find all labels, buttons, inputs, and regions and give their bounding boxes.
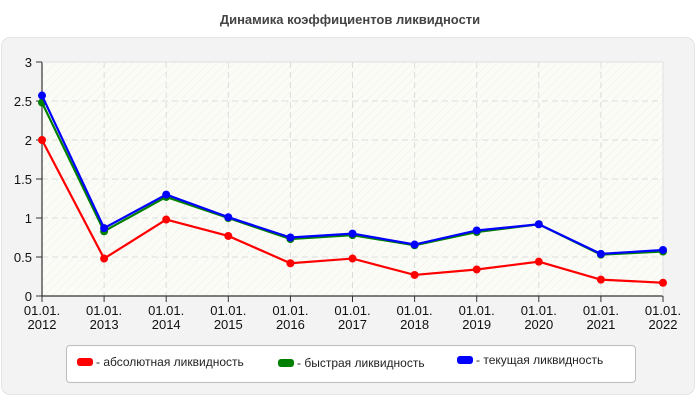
- x-tick-label: 2017: [338, 317, 367, 332]
- data-point: [472, 226, 481, 235]
- x-tick-label: 01.01.: [397, 303, 433, 318]
- data-point: [162, 215, 171, 224]
- x-tick-label: 01.01.: [583, 303, 619, 318]
- legend-label: - быстрая ликвидность: [297, 356, 425, 370]
- x-tick-label: 2018: [400, 317, 429, 332]
- x-tick-label: 01.01.: [86, 303, 122, 318]
- x-tick-label: 01.01.: [210, 303, 246, 318]
- y-tick-label: 1: [25, 211, 32, 226]
- legend-item-quick: - быстрая ликвидность: [278, 356, 425, 370]
- x-tick-label: 2015: [214, 317, 243, 332]
- y-tick-label: 2: [25, 133, 32, 148]
- x-tick-label: 2019: [462, 317, 491, 332]
- chart-title: Динамика коэффициентов ликвидности: [219, 12, 481, 27]
- data-point: [596, 275, 605, 284]
- x-tick-label: 2013: [90, 317, 119, 332]
- y-tick-label: 1.5: [14, 172, 32, 187]
- x-tick-label: 01.01.: [459, 303, 495, 318]
- x-tick-label: 2021: [586, 317, 615, 332]
- data-point: [348, 254, 357, 263]
- legend: - абсолютная ликвидность - быстрая ликви…: [66, 345, 636, 383]
- data-point: [286, 233, 295, 242]
- x-tick-label: 01.01.: [645, 303, 681, 318]
- data-point: [659, 245, 667, 254]
- series-lines: [38, 91, 667, 287]
- x-tick-label: 01.01.: [272, 303, 308, 318]
- x-tick-label: 01.01.: [148, 303, 184, 318]
- data-point: [534, 220, 543, 229]
- data-point: [410, 240, 419, 249]
- data-point: [286, 259, 295, 268]
- data-point: [596, 249, 605, 258]
- y-tick-label: 0.5: [14, 250, 32, 265]
- legend-label: - текущая ликвидность: [476, 353, 604, 367]
- data-point: [659, 278, 667, 287]
- data-point: [224, 231, 233, 240]
- x-tick-label: 2022: [649, 317, 678, 332]
- y-tick-label: 3: [25, 55, 32, 70]
- x-tick-label: 01.01.: [521, 303, 557, 318]
- data-point: [534, 257, 543, 266]
- data-point: [162, 190, 171, 199]
- x-tick-label: 01.01.: [24, 303, 60, 318]
- legend-swatch-blue: [457, 356, 473, 364]
- x-tick-label: 2014: [152, 317, 181, 332]
- legend-item-current: - текущая ликвидность: [457, 353, 603, 367]
- x-tick-label: 2016: [276, 317, 305, 332]
- x-tick-label: 2012: [28, 317, 57, 332]
- legend-label: - абсолютная ликвидность: [96, 355, 244, 369]
- y-tick-label: 0: [25, 289, 32, 304]
- data-point: [348, 229, 357, 238]
- legend-swatch-green: [278, 359, 294, 367]
- data-point: [224, 213, 233, 222]
- data-point: [472, 265, 481, 274]
- x-tick-label: 2020: [524, 317, 553, 332]
- axes: 00.511.522.5301.01.201201.01.201301.01.2…: [14, 55, 681, 332]
- data-point: [38, 136, 46, 144]
- x-tick-label: 01.01.: [334, 303, 370, 318]
- data-point: [100, 224, 109, 233]
- y-tick-label: 2.5: [14, 94, 32, 109]
- data-point: [38, 91, 46, 100]
- data-point: [410, 270, 419, 279]
- data-point: [100, 254, 109, 263]
- legend-item-absolute: - абсолютная ликвидность: [77, 355, 244, 369]
- legend-swatch-red: [77, 358, 93, 366]
